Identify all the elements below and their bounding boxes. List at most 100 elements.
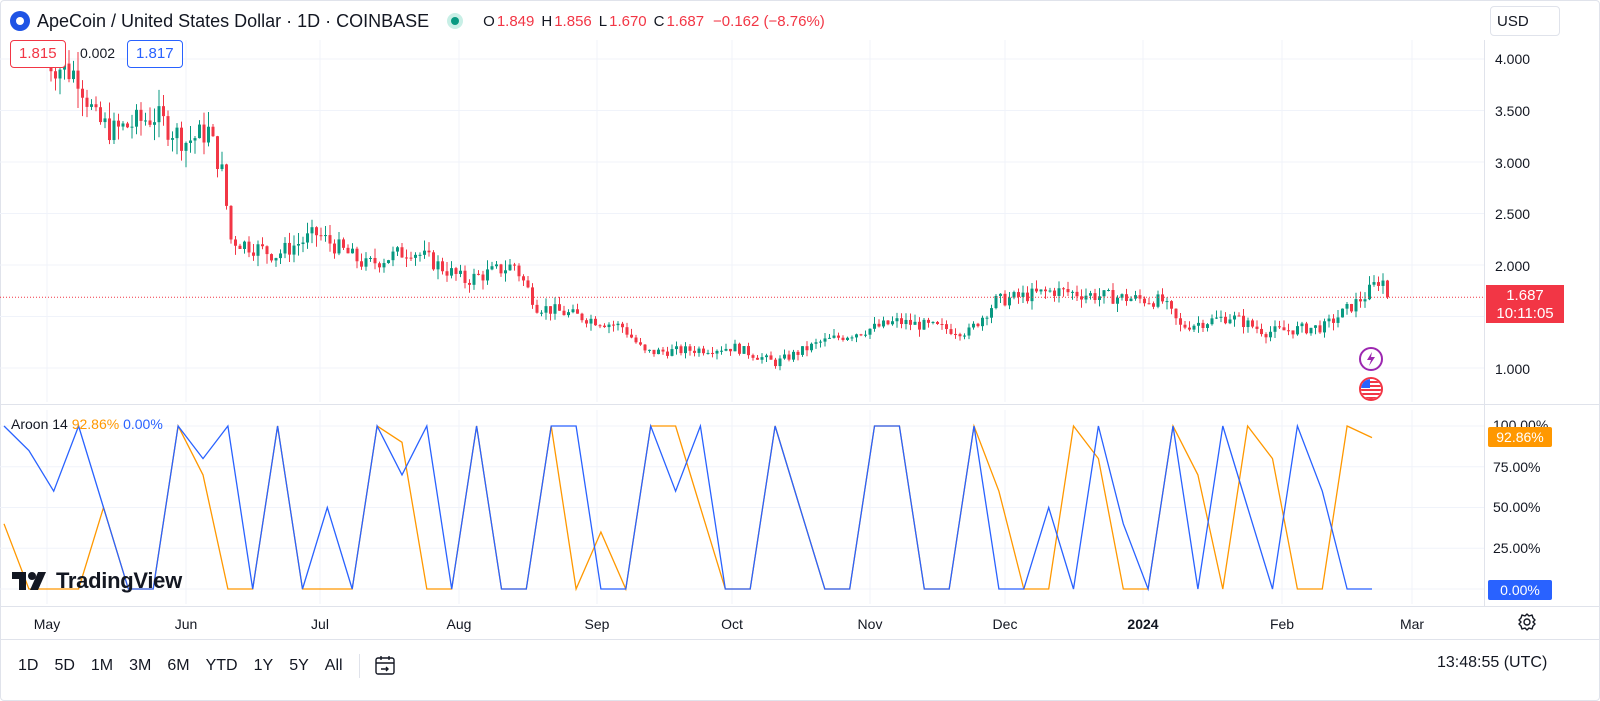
candle-body (1237, 315, 1241, 317)
symbol-title[interactable]: ApeCoin / United States Dollar · 1D · CO… (37, 10, 430, 31)
timeframe-ytd[interactable]: YTD (205, 657, 238, 674)
candle-body (319, 235, 323, 237)
symbol-header[interactable]: ApeCoin / United States Dollar · 1D · CO… (10, 8, 825, 34)
candle-body (985, 317, 989, 319)
candle-body (666, 351, 669, 356)
sell-button[interactable]: 1.815 (10, 40, 66, 68)
candle-body (972, 323, 975, 328)
timeframe-1y[interactable]: 1Y (253, 657, 274, 674)
candle-body (1143, 298, 1146, 304)
candle-body (346, 247, 350, 254)
candle-body (927, 319, 930, 323)
candle-body (1327, 318, 1331, 322)
candle-body (76, 70, 80, 89)
candle-body (963, 335, 966, 337)
market-status-icon[interactable] (447, 13, 464, 29)
candle-body (882, 320, 885, 327)
candle-body (810, 343, 813, 351)
candle-body (774, 359, 777, 367)
candle-body (639, 342, 642, 345)
candle-body (301, 242, 305, 245)
candle-body (414, 254, 417, 258)
price-axis-label: 3.500 (1495, 103, 1531, 119)
timeframe-5y[interactable]: 5Y (289, 657, 309, 674)
aroon-legend[interactable]: Aroon 14 92.86% 0.00% (11, 416, 163, 432)
candle-body (904, 319, 908, 325)
timeframe-3m[interactable]: 3M (129, 657, 152, 674)
price-axis-label: 2.000 (1495, 258, 1531, 274)
candle-body (895, 318, 899, 322)
candle-body (535, 304, 539, 313)
timeframe-all[interactable]: All (324, 657, 343, 674)
currency-selector[interactable]: USD (1490, 6, 1560, 36)
candle-body (999, 293, 1002, 296)
candle-body (382, 263, 386, 268)
candle-body (1017, 292, 1020, 297)
candle-body (490, 266, 494, 270)
candle-body (715, 350, 719, 354)
timeframe-5d[interactable]: 5D (54, 657, 75, 674)
price-axis-label: 4.000 (1495, 51, 1531, 67)
candle-body (508, 264, 512, 271)
candle-body (1377, 282, 1380, 286)
candle-body (1332, 318, 1335, 323)
buy-button[interactable]: 1.817 (127, 40, 183, 68)
lightning-event-icon[interactable] (1359, 347, 1383, 371)
candle-body (243, 241, 246, 249)
tradingview-logo[interactable]: TradingView (12, 568, 182, 594)
candle-body (891, 321, 894, 325)
candle-body (621, 323, 624, 328)
apecoin-logo-icon (10, 11, 30, 31)
candle-body (1129, 298, 1133, 302)
candle-body (1174, 308, 1178, 319)
candle-body (706, 352, 710, 354)
candle-body (355, 248, 359, 262)
candle-body (423, 250, 426, 255)
candle-body (481, 274, 485, 281)
candle-body (765, 355, 768, 358)
aroon-up-value: 92.86% (71, 416, 120, 432)
candle-body (1309, 327, 1313, 334)
candle-body (1318, 325, 1322, 333)
aroon-length: 14 (52, 416, 68, 432)
candle-body (85, 97, 89, 107)
candle-body (657, 349, 660, 355)
candle-body (828, 337, 831, 339)
time-axis-label: Jun (174, 616, 198, 632)
candle-body (1215, 317, 1218, 319)
candle-body (1035, 288, 1038, 292)
candle-body (832, 335, 836, 338)
candle-body (153, 122, 156, 125)
timeframe-6m[interactable]: 6M (167, 657, 190, 674)
candle-body (333, 243, 336, 254)
candle-body (1120, 294, 1124, 298)
calendar-range-icon[interactable] (374, 655, 398, 677)
candle-body (1075, 291, 1079, 297)
gear-icon[interactable] (1517, 612, 1537, 632)
candle-body (1044, 289, 1047, 292)
candle-body (337, 239, 341, 254)
candle-body (432, 252, 435, 270)
candle-body (1021, 292, 1025, 297)
candle-body (117, 120, 120, 127)
candle-body (738, 343, 741, 354)
candle-body (1354, 299, 1358, 312)
us-flag-event-icon[interactable] (1359, 377, 1383, 401)
candle-body (369, 257, 372, 259)
timeframe-1m[interactable]: 1M (90, 657, 114, 674)
candle-body (1372, 282, 1376, 285)
candle-body (202, 124, 206, 143)
candle-body (99, 107, 102, 123)
utc-clock[interactable]: 13:48:55 (UTC) (1437, 654, 1548, 671)
candle-body (769, 355, 773, 360)
time-axis-label: Mar (1399, 616, 1425, 632)
timeframe-1d[interactable]: 1D (18, 657, 39, 674)
candle-body (783, 354, 786, 359)
price-axis-label: 2.500 (1495, 206, 1531, 222)
candle-body (760, 357, 764, 360)
candle-body (324, 235, 327, 237)
candle-body (526, 280, 530, 288)
candle-body (558, 304, 561, 311)
candle-body (594, 318, 597, 326)
